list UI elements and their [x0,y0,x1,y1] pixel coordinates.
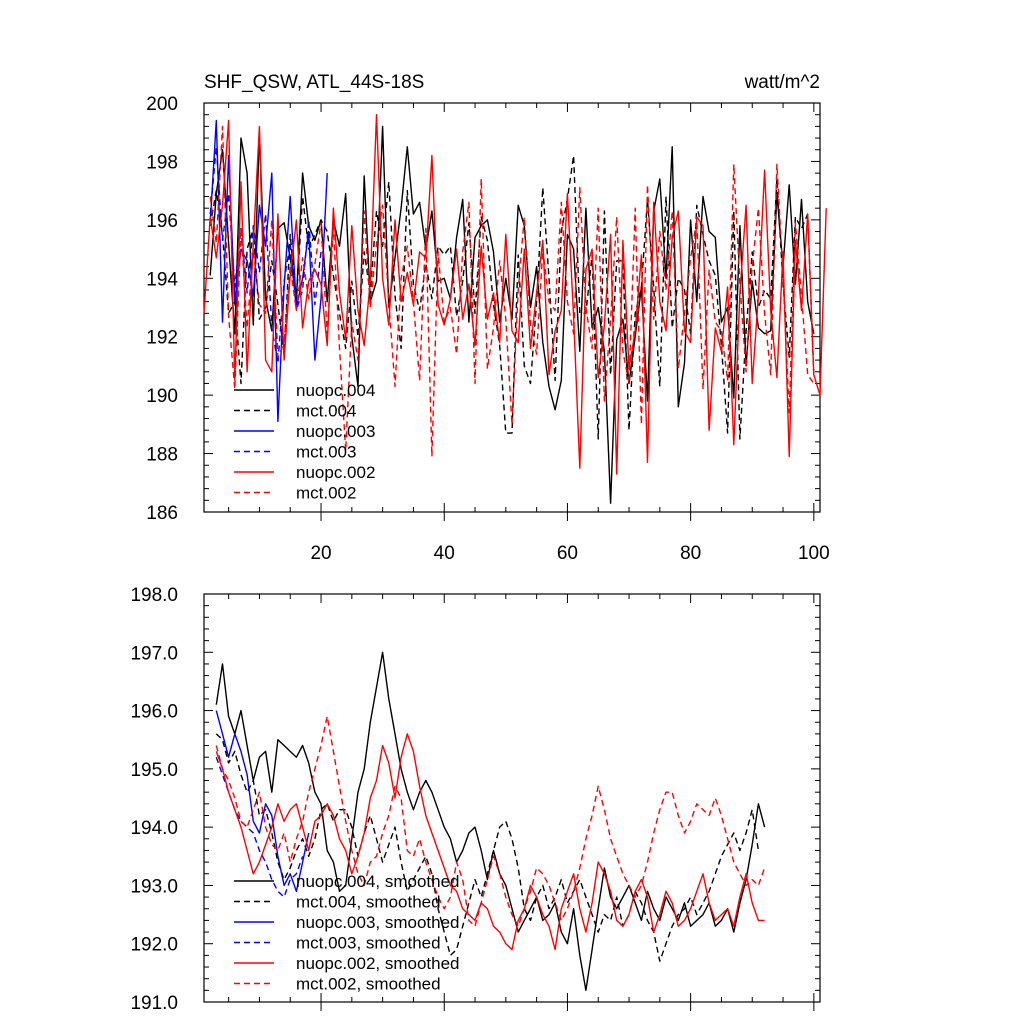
legend-label: nuopc.002, smoothed [296,954,460,973]
legend-label: nuopc.003, smoothed [296,913,460,932]
legend-label: mct.003 [296,443,356,462]
y-tick-label: 191.0 [130,993,178,1014]
legend-label: mct.004 [296,402,356,421]
y-tick-label: 190 [146,386,178,407]
y-tick-label: 196 [146,211,178,232]
series-line-mct-004 [209,154,815,440]
series-line-nuopc-003-smoothed [215,710,310,892]
chart-title: SHF_QSW, ATL_44S-18S [204,72,424,93]
legend-label: mct.002, smoothed [296,975,441,994]
x-tick-label: 40 [434,543,455,564]
y-tick-label: 196.0 [130,702,178,723]
y-tick-label: 194.0 [130,818,178,839]
bottom-panel: 191.0 192.0 193.0 194.0 195.0 196.0 197.0 198.0… [130,585,821,1014]
legend-label: mct.004, smoothed [296,893,441,912]
plot-frame [203,593,821,1003]
legend-label: nuopc.004 [296,381,375,400]
y-tick-label: 195.0 [130,760,178,781]
series-line-mct-002-smoothed [215,715,766,927]
y-tick-label: 198.0 [130,585,178,606]
x-tick-label: 60 [557,543,578,564]
series-line-nuopc-002-smoothed [215,733,765,951]
legend-label: nuopc.003 [296,422,375,441]
legend-label: mct.003, smoothed [296,934,441,953]
series-line-nuopc-004-smoothed [215,651,766,991]
legend-label: mct.002 [296,484,356,503]
series-line-mct-002 [209,125,815,458]
y-tick-label: 192 [146,328,178,349]
x-tick-label: 80 [680,543,701,564]
chart-units: watt/m^2 [744,72,820,93]
top-panel: 186 188 190 192 194 196 198 200 20 40 60 80 100 nuopc… [146,94,829,564]
y-tick-label: 200 [146,94,178,115]
x-tick-label: 100 [798,543,830,564]
x-tick-label: 20 [310,543,331,564]
y-tick-label: 194 [146,269,178,290]
legend-label: nuopc.004, smoothed [296,872,460,891]
y-tick-label: 193.0 [130,876,178,897]
y-tick-label: 192.0 [130,935,178,956]
legend-label: nuopc.002 [296,463,375,482]
y-tick-label: 197.0 [130,643,178,664]
series-line-nuopc-004 [209,125,815,504]
y-tick-label: 188 [146,445,178,466]
y-tick-label: 186 [146,503,178,524]
series-line-mct-004-smoothed [215,733,760,962]
y-tick-label: 198 [146,152,178,173]
